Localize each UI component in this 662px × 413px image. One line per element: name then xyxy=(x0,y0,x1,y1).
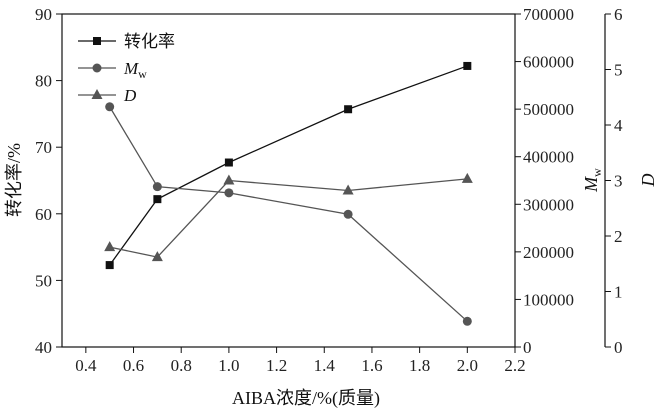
mw-tick-label: 500000 xyxy=(523,100,574,119)
data-point xyxy=(105,102,115,112)
d-tick-label: 1 xyxy=(614,283,623,302)
d-axis: 0 1 2 3 4 5 6 xyxy=(605,5,623,357)
bottom-axis: 0.4 0.6 0.8 1.0 1.2 1.4 1.6 1.8 2.0 2.2 xyxy=(75,347,526,375)
data-point xyxy=(344,105,353,114)
left-tick-label: 40 xyxy=(35,338,52,357)
d-tick-label: 4 xyxy=(614,116,623,135)
series-layer xyxy=(104,61,473,326)
series-line xyxy=(109,106,468,322)
legend: 转化率 Mw D xyxy=(78,32,175,105)
left-tick-label: 90 xyxy=(35,5,52,24)
legend-marker xyxy=(92,63,102,73)
mw-tick-label: 700000 xyxy=(523,5,574,24)
mw-axis-title: Mw xyxy=(581,168,604,193)
series-line xyxy=(109,65,468,266)
data-point xyxy=(105,261,114,270)
data-point xyxy=(223,174,235,185)
left-tick-label: 70 xyxy=(35,138,52,157)
mw-axis-title-sub: w xyxy=(590,168,604,177)
data-point xyxy=(153,195,162,204)
d-tick-label: 3 xyxy=(614,172,623,191)
d-tick-label: 6 xyxy=(614,5,623,24)
plot-border xyxy=(61,13,516,348)
x-tick-label: 2.2 xyxy=(504,356,525,375)
left-tick-label: 60 xyxy=(35,205,52,224)
data-point xyxy=(151,251,163,262)
legend-label: Mw xyxy=(123,59,147,81)
data-point xyxy=(343,209,353,219)
left-tick-label: 50 xyxy=(35,271,52,290)
left-axis-title: 转化率/% xyxy=(4,143,24,217)
x-tick-label: 1.6 xyxy=(361,356,382,375)
d-tick-label: 0 xyxy=(614,338,623,357)
left-axis: 40 50 60 70 80 90 xyxy=(35,5,62,357)
mw-tick-label: 600000 xyxy=(523,53,574,72)
series-2 xyxy=(104,172,473,262)
legend-marker xyxy=(91,89,103,99)
x-tick-label: 0.4 xyxy=(75,356,97,375)
series-line xyxy=(109,178,468,258)
data-point xyxy=(461,172,473,183)
x-tick-label: 1.8 xyxy=(409,356,430,375)
data-point xyxy=(462,316,472,326)
data-point xyxy=(104,241,116,252)
x-tick-label: 0.6 xyxy=(123,356,144,375)
mw-tick-label: 300000 xyxy=(523,195,574,214)
series-1 xyxy=(105,102,472,326)
data-point xyxy=(224,158,233,167)
d-axis-title: D xyxy=(638,174,658,188)
mw-tick-label: 0 xyxy=(523,338,532,357)
mw-tick-label: 200000 xyxy=(523,243,574,262)
x-axis-title: AIBA浓度/%(质量) xyxy=(232,388,380,409)
data-point xyxy=(463,61,472,70)
x-tick-label: 0.8 xyxy=(171,356,192,375)
series-0 xyxy=(105,61,472,270)
legend-label: D xyxy=(123,86,137,105)
x-tick-label: 2.0 xyxy=(457,356,478,375)
x-tick-label: 1.2 xyxy=(266,356,287,375)
mw-tick-label: 100000 xyxy=(523,290,574,309)
mw-tick-label: 400000 xyxy=(523,148,574,167)
x-tick-label: 1.0 xyxy=(218,356,239,375)
mw-axis-title-main: M xyxy=(581,176,601,193)
legend-label: 转化率 xyxy=(124,32,175,51)
left-tick-label: 80 xyxy=(35,72,52,91)
legend-marker xyxy=(93,37,101,45)
d-tick-label: 5 xyxy=(614,61,623,80)
data-point xyxy=(224,188,234,198)
d-tick-label: 2 xyxy=(614,227,623,246)
mw-axis: 0 100000 200000 300000 400000 500000 600000 700… xyxy=(515,5,574,357)
data-point xyxy=(342,184,354,195)
x-tick-label: 1.4 xyxy=(314,356,336,375)
data-point xyxy=(152,182,162,192)
